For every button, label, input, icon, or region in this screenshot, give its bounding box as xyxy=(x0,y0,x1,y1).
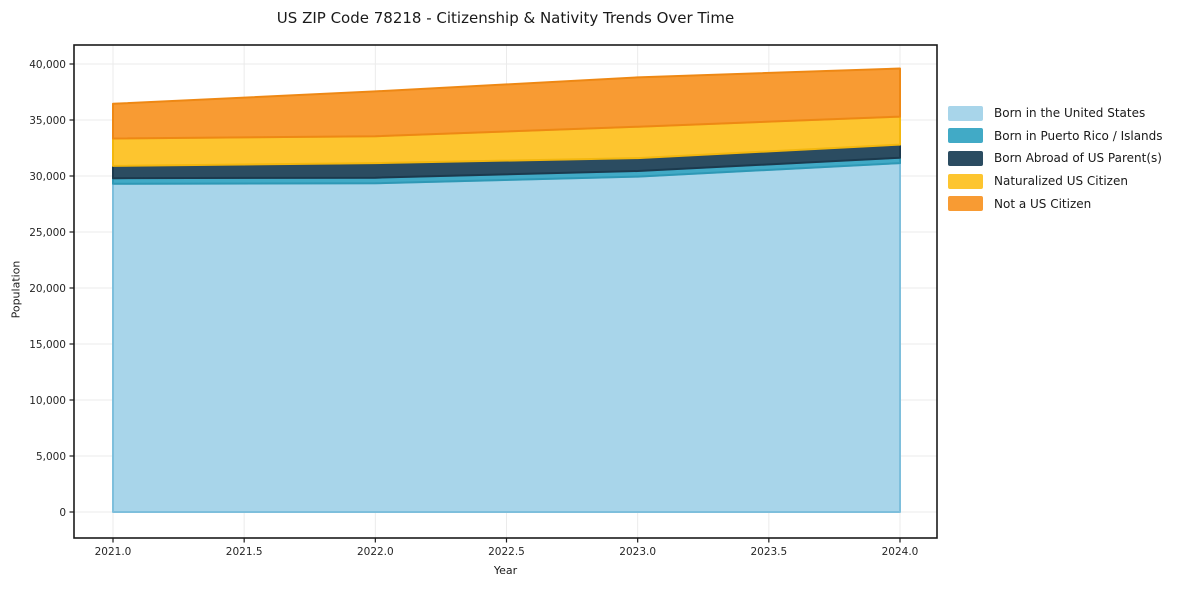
legend-label: Not a US Citizen xyxy=(994,196,1092,211)
legend-item: Not a US Citizen xyxy=(948,192,1163,215)
legend-label: Born Abroad of US Parent(s) xyxy=(994,151,1162,166)
legend-label: Born in Puerto Rico / Islands xyxy=(994,128,1163,143)
x-tick-label: 2024.0 xyxy=(882,546,919,558)
legend-swatch xyxy=(948,105,983,121)
area-band-4 xyxy=(112,67,901,140)
x-tick-label: 2023.5 xyxy=(750,546,787,558)
legend-swatch xyxy=(948,150,983,166)
y-tick-label: 10,000 xyxy=(29,395,66,407)
legend: Born in the United States Born in Puerto … xyxy=(948,102,1163,215)
plot-frame xyxy=(73,44,938,539)
y-tick-label: 40,000 xyxy=(29,59,66,71)
legend-swatch xyxy=(948,173,983,189)
legend-swatch xyxy=(948,196,983,212)
y-tick-label: 35,000 xyxy=(29,115,66,127)
y-tick-label: 0 xyxy=(59,507,66,519)
legend-item: Born Abroad of US Parent(s) xyxy=(948,147,1163,170)
legend-swatch xyxy=(948,128,983,144)
y-tick-label: 15,000 xyxy=(29,339,66,351)
y-axis-label: Population xyxy=(9,260,23,319)
legend-label: Naturalized US Citizen xyxy=(994,174,1128,189)
x-tick-label: 2022.0 xyxy=(357,546,394,558)
x-tick-label: 2021.5 xyxy=(226,546,263,558)
y-tick-label: 20,000 xyxy=(29,283,66,295)
legend-label: Born in the United States xyxy=(994,106,1146,121)
area-band-0 xyxy=(112,162,901,513)
x-tick-label: 2021.0 xyxy=(95,546,132,558)
x-tick-label: 2023.0 xyxy=(619,546,656,558)
chart-title: US ZIP Code 78218 - Citizenship & Nativi… xyxy=(276,9,735,27)
legend-item: Born in Puerto Rico / Islands xyxy=(948,125,1163,148)
x-tick-label: 2022.5 xyxy=(488,546,525,558)
legend-item: Naturalized US Citizen xyxy=(948,170,1163,193)
y-tick-label: 25,000 xyxy=(29,227,66,239)
y-tick-label: 5,000 xyxy=(36,451,66,463)
y-tick-label: 30,000 xyxy=(29,171,66,183)
legend-item: Born in the United States xyxy=(948,102,1163,125)
x-axis-label: Year xyxy=(493,564,518,577)
